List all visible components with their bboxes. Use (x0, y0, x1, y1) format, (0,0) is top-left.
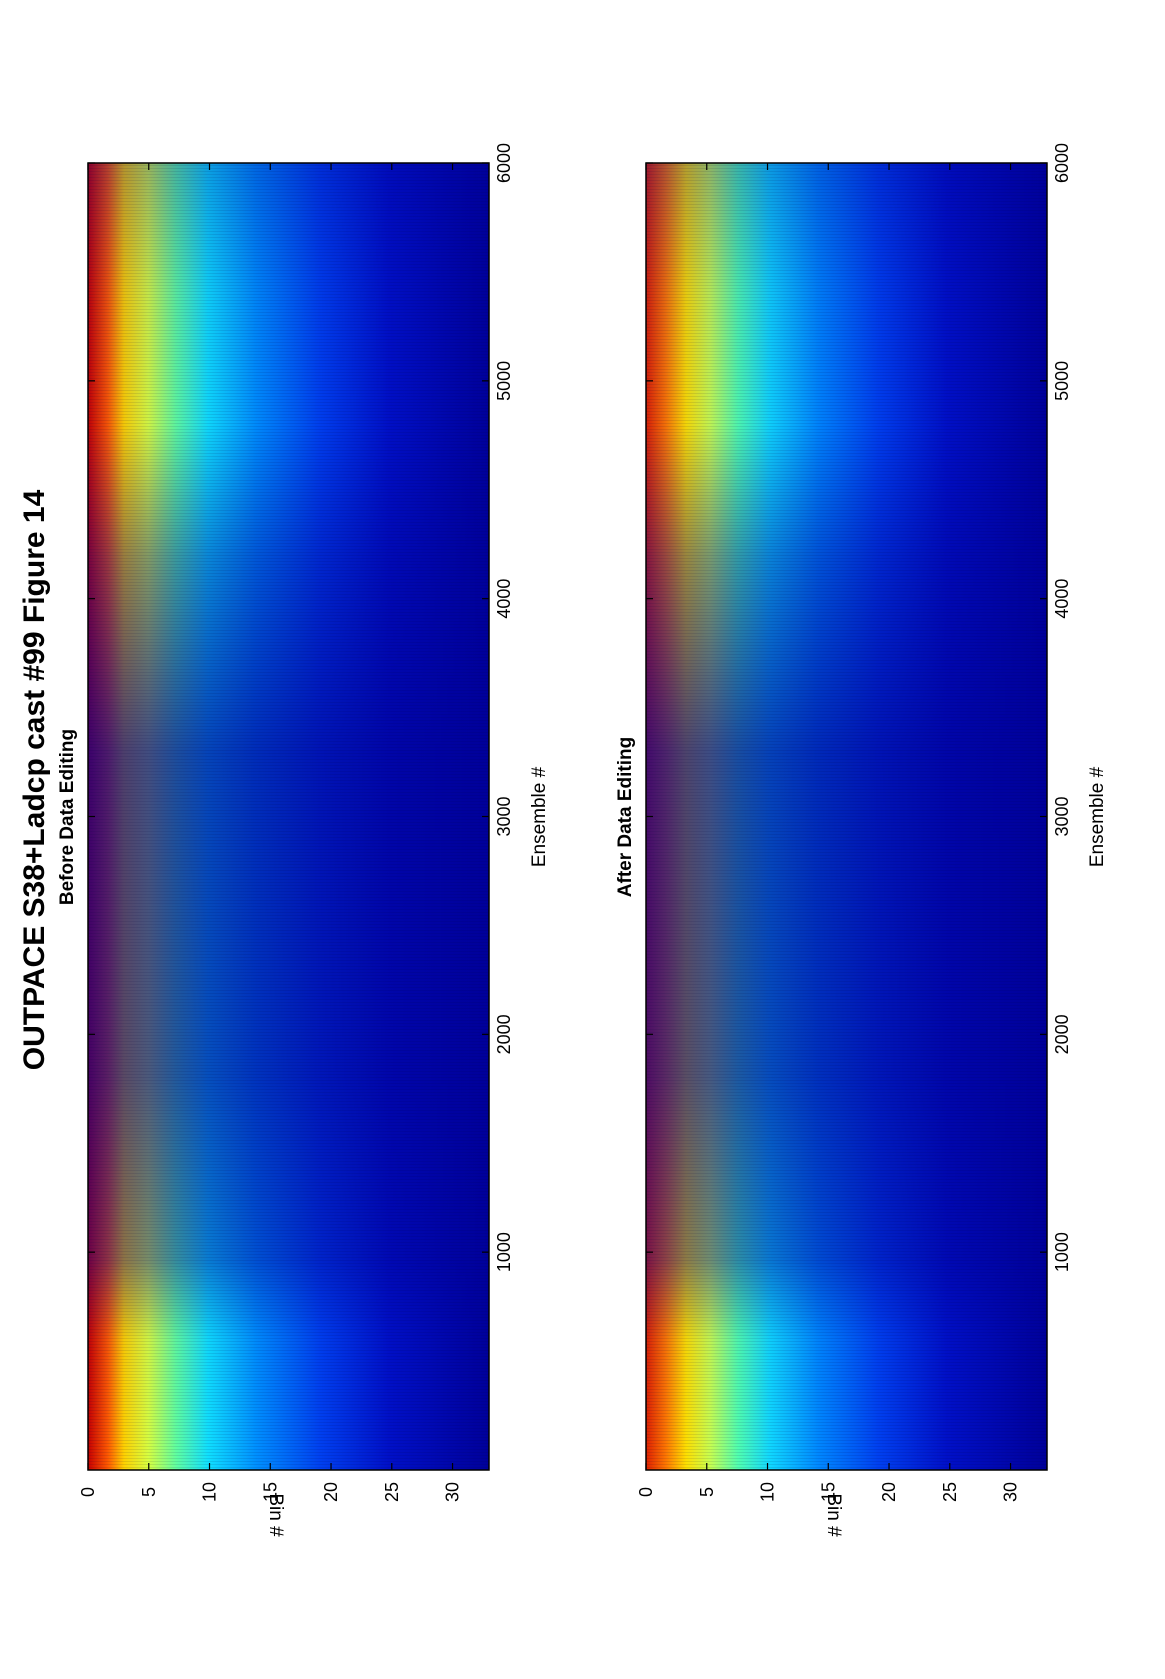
ytick-label-after: 5 (697, 1487, 717, 1497)
ytick-label-before: 0 (78, 1487, 98, 1497)
heatmap-after-texture (646, 163, 1047, 1470)
ytick-label-before: 30 (443, 1482, 463, 1502)
xtick-label-after: 3000 (1052, 796, 1072, 836)
panel-title-after: After Data Editing (615, 737, 636, 897)
ylabel-before: Bin # (265, 1493, 286, 1537)
ytick-label-before: 10 (200, 1482, 220, 1502)
ytick-label-before: 15 (260, 1482, 280, 1502)
xlabel-after: Ensemble # (1087, 766, 1108, 867)
ylabel-after: Bin # (823, 1493, 844, 1537)
heatmap-before-texture (88, 163, 489, 1470)
panel-title-before: Before Data Editing (57, 729, 78, 905)
xtick-label-before: 2000 (494, 1014, 514, 1054)
xtick-label-after: 5000 (1052, 361, 1072, 401)
panel-after: 1000 2000 3000 4000 5000 6000 0 5 10 15 20 25 30 Aft… (615, 143, 1108, 1537)
xtick-label-before: 4000 (494, 579, 514, 619)
ytick-label-after: 0 (636, 1487, 656, 1497)
ytick-label-before: 5 (139, 1487, 159, 1497)
xtick-label-before: 6000 (494, 143, 514, 183)
ytick-label-after: 15 (818, 1482, 838, 1502)
ticks-before: 1000 2000 3000 4000 5000 6000 0 5 10 15 20 25 30 (78, 143, 514, 1502)
ytick-label-after: 30 (1001, 1482, 1021, 1502)
ytick-label-before: 25 (382, 1482, 402, 1502)
panel-before: 1000 2000 3000 4000 5000 6000 0 5 10 15 20 25 30 Bef… (57, 143, 550, 1537)
xtick-label-after: 4000 (1052, 579, 1072, 619)
ytick-label-after: 20 (879, 1482, 899, 1502)
xtick-label-after: 6000 (1052, 143, 1072, 183)
ticks-after: 1000 2000 3000 4000 5000 6000 0 5 10 15 20 25 30 (636, 143, 1072, 1502)
ytick-label-after: 25 (940, 1482, 960, 1502)
xtick-label-before: 1000 (494, 1232, 514, 1272)
figure-title: OUTPACE S38+Ladcp cast #99 Figure 14 (18, 489, 51, 1070)
xtick-label-before: 3000 (494, 796, 514, 836)
xlabel-before: Ensemble # (529, 766, 550, 867)
ytick-label-after: 10 (758, 1482, 778, 1502)
xtick-label-before: 5000 (494, 361, 514, 401)
xtick-label-after: 1000 (1052, 1232, 1072, 1272)
xtick-label-after: 2000 (1052, 1014, 1072, 1054)
ytick-label-before: 20 (321, 1482, 341, 1502)
